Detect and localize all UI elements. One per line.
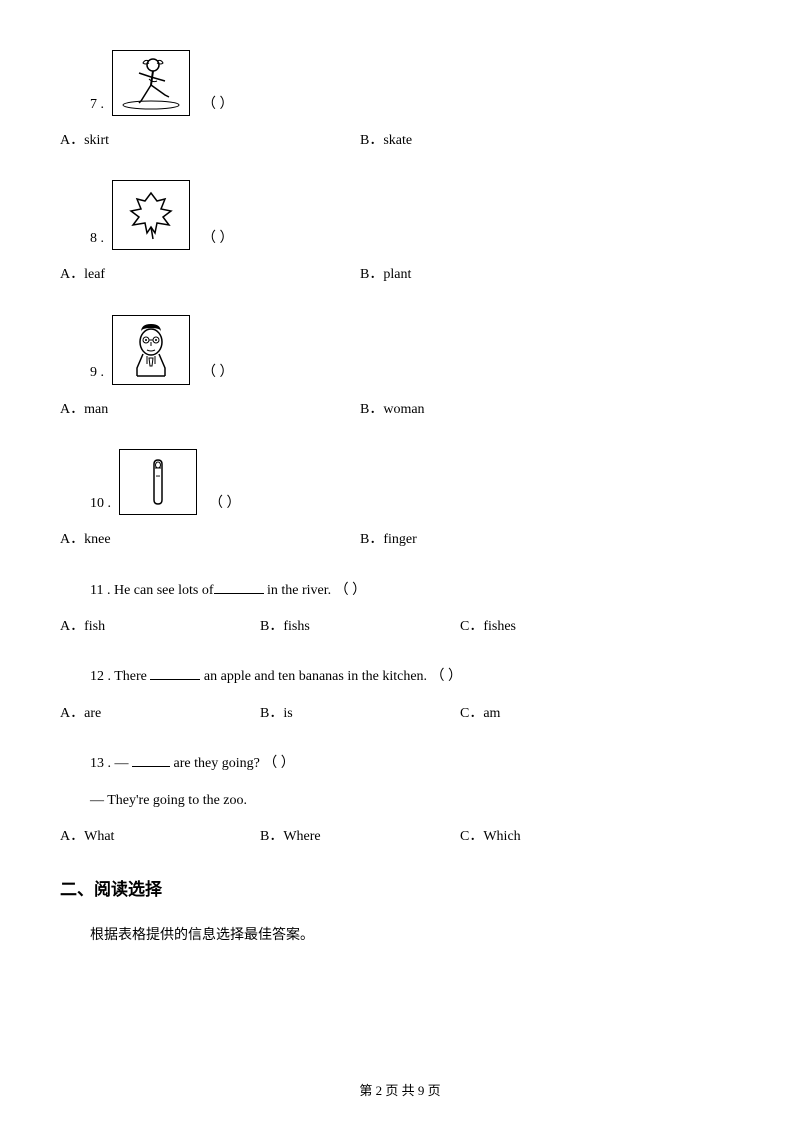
question-8: 8 . （ ） — [60, 180, 740, 250]
option-b: B．skate — [360, 130, 740, 152]
option-b: B．is — [260, 703, 460, 725]
question-12-options: A．are B．is C．am — [60, 703, 740, 725]
question-9: 9 . （ ） — [60, 315, 740, 385]
section-heading: 二、阅读选择 — [60, 876, 740, 903]
question-10: 10 . （ ） — [60, 449, 740, 515]
question-12: 12 . There an apple and ten bananas in t… — [60, 666, 740, 688]
option-b: B．fishs — [260, 616, 460, 638]
question-number: 7 . — [90, 94, 104, 116]
option-b: B．plant — [360, 264, 740, 286]
question-13-options: A．What B．Where C．Which — [60, 826, 740, 848]
question-paren: （ ） — [202, 362, 234, 384]
option-a: A．man — [60, 399, 360, 421]
question-7-options: A．skirt B．skate — [60, 130, 740, 152]
option-a: A．knee — [60, 529, 360, 551]
leaf-image — [112, 180, 190, 250]
question-8-options: A．leaf B．plant — [60, 264, 740, 286]
section-instruction: 根据表格提供的信息选择最佳答案。 — [60, 925, 740, 947]
question-text-after: an apple and ten bananas in the kitchen.… — [200, 669, 462, 684]
question-10-options: A．knee B．finger — [60, 529, 740, 551]
fill-blank — [150, 666, 200, 680]
question-number: 9 . — [90, 362, 104, 384]
option-c: C．Which — [460, 826, 660, 848]
option-a: A．fish — [60, 616, 260, 638]
option-b: B．finger — [360, 529, 740, 551]
question-paren: （ ） — [209, 493, 241, 515]
question-11: 11 . He can see lots of in the river. （ … — [60, 580, 740, 602]
question-text-before: 11 . He can see lots of — [90, 583, 214, 598]
option-c: C．am — [460, 703, 660, 725]
question-paren: （ ） — [202, 228, 234, 250]
question-13: 13 . — are they going? （ ） — [60, 753, 740, 775]
option-b: B．Where — [260, 826, 460, 848]
page-footer: 第 2 页 共 9 页 — [0, 1081, 800, 1102]
question-text-after: are they going? （ ） — [170, 756, 295, 771]
option-a: A．are — [60, 703, 260, 725]
finger-image — [119, 449, 197, 515]
question-text-before: 12 . There — [90, 669, 150, 684]
question-text-before: 13 . — — [90, 756, 132, 771]
option-a: A．leaf — [60, 264, 360, 286]
fill-blank — [132, 753, 170, 767]
option-c: C．fishes — [460, 616, 660, 638]
question-11-options: A．fish B．fishs C．fishes — [60, 616, 740, 638]
question-number: 8 . — [90, 228, 104, 250]
option-b: B．woman — [360, 399, 740, 421]
question-13-answer: — They're going to the zoo. — [60, 790, 740, 812]
question-7: 7 . （ ） — [60, 50, 740, 116]
skate-image — [112, 50, 190, 116]
man-image — [112, 315, 190, 385]
question-number: 10 . — [90, 493, 111, 515]
question-text-after: in the river. （ ） — [264, 583, 367, 598]
question-paren: （ ） — [202, 94, 234, 116]
option-a: A．skirt — [60, 130, 360, 152]
fill-blank — [214, 580, 264, 594]
question-9-options: A．man B．woman — [60, 399, 740, 421]
option-a: A．What — [60, 826, 260, 848]
